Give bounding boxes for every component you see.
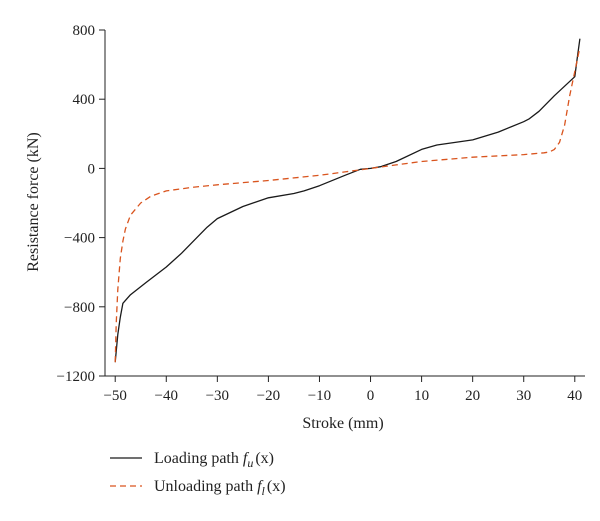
y-tick-label: 0 <box>88 161 96 177</box>
axes <box>104 30 585 377</box>
x-axis-title: Stroke (mm) <box>302 415 383 432</box>
y-ticks: −1200 −800 −400 0 400 800 <box>57 23 105 385</box>
unloading-path-line <box>114 47 581 363</box>
legend-label-unloading: Unloading path fl (x) <box>154 478 286 498</box>
loading-path-line <box>114 38 581 363</box>
x-tick-label: 10 <box>414 388 429 404</box>
y-tick-label: −800 <box>64 300 95 316</box>
y-axis-title: Resistance force (kN) <box>25 132 42 272</box>
series-layer <box>114 38 581 363</box>
x-ticks: −50 −40 −30 −20 −10 0 10 20 30 40 <box>103 376 582 404</box>
x-tick-label: −40 <box>155 388 178 404</box>
x-tick-label: −20 <box>257 388 280 404</box>
y-tick-label: −400 <box>64 231 95 247</box>
y-tick-label: 400 <box>73 92 96 108</box>
y-tick-label: −1200 <box>57 369 95 385</box>
legend: Loading path fu (x) Unloading path fl (x) <box>110 450 286 498</box>
x-tick-label: −30 <box>206 388 229 404</box>
y-tick-label: 800 <box>73 23 96 39</box>
legend-label-loading: Loading path fu (x) <box>154 450 274 470</box>
x-tick-label: −50 <box>103 388 126 404</box>
x-tick-label: 0 <box>367 388 375 404</box>
x-tick-label: −10 <box>308 388 331 404</box>
x-tick-label: 40 <box>567 388 582 404</box>
x-tick-label: 20 <box>465 388 480 404</box>
x-tick-label: 30 <box>516 388 531 404</box>
